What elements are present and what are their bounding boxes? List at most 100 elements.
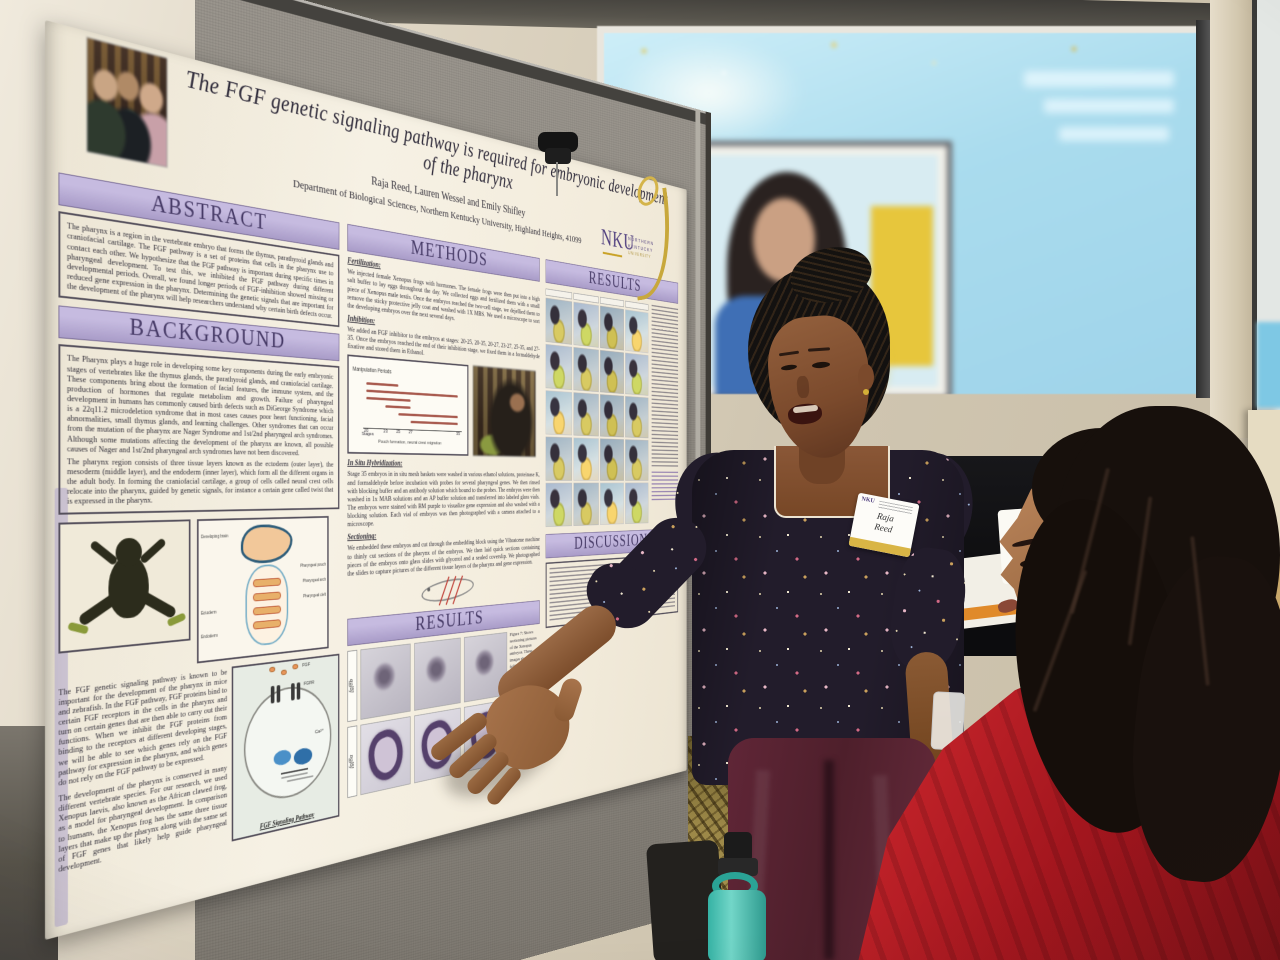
blurred-slide-text <box>1024 71 1174 87</box>
embryo-photo <box>625 309 649 354</box>
fgf-ligand-dot <box>292 663 299 670</box>
bottle-body <box>708 890 766 960</box>
anatomy-label: Ectoderm <box>200 609 217 616</box>
audience-dark-hair <box>995 406 1280 889</box>
presenter-earring <box>863 389 869 395</box>
embryo-photo-grid <box>545 297 649 528</box>
anatomy-label: Developing brain <box>200 533 229 539</box>
pathway-caption: FGF Signaling Pathway <box>259 810 315 831</box>
embryo-photo <box>545 436 572 481</box>
dna-squiggle <box>280 767 308 775</box>
embryo-photo <box>545 482 572 528</box>
embryo-photo <box>625 396 649 439</box>
embryo-photo <box>545 297 572 345</box>
insitu-text: Stage 35 embryos in in situ mesh baskets… <box>347 469 540 529</box>
fgfr-receptor <box>270 685 275 704</box>
background-fgf-block: FGF Ca²⁺ FGFR FGF Signaling Pat <box>58 653 340 874</box>
results-caption-column <box>651 304 679 523</box>
pharynx-tube-shape <box>245 563 289 647</box>
fgf-signaling-diagram: FGF Ca²⁺ FGFR FGF Signaling Pat <box>231 653 340 842</box>
row-label-fgf8a: fgf8a <box>347 725 358 799</box>
embryo-photo <box>545 390 572 436</box>
embryo-photo <box>599 350 624 395</box>
binder-clip <box>538 132 578 152</box>
embryo-photo <box>599 394 624 438</box>
embryo-photo <box>573 482 599 527</box>
embryo-photo <box>599 438 624 481</box>
presenter-nose <box>796 375 810 399</box>
lab-photo <box>472 365 536 458</box>
bottle-lid <box>718 858 758 876</box>
calcium-label: Ca²⁺ <box>314 728 324 735</box>
embryo-photo <box>573 437 599 481</box>
badge-org-logo: NKU <box>860 496 876 505</box>
team-photo <box>86 36 168 168</box>
signal-protein-blob <box>273 748 292 767</box>
embryo-photo <box>599 305 624 351</box>
wall-pillar <box>1210 0 1256 438</box>
presenter-ear <box>858 364 874 390</box>
frog-arm <box>89 539 119 566</box>
sectioning-text: We embedded these embryos and cut throug… <box>347 535 540 578</box>
clip-wire <box>556 162 558 196</box>
insitu-label: In Situ Hybridization: <box>347 459 403 469</box>
background-text-box: The Pharynx plays a huge role in develop… <box>58 344 340 515</box>
pharyngeal-arch-bar <box>252 604 281 616</box>
embryo-photo <box>599 482 624 526</box>
embryo-photo <box>545 344 572 391</box>
pants-crease <box>824 760 834 960</box>
pharyngeal-arch-bar <box>252 618 281 630</box>
chart-caption: Pouch formation, neural crest migration <box>378 439 442 447</box>
presenter-pointing-hand <box>427 672 590 817</box>
embryo-photo <box>573 347 599 393</box>
fgf-label: FGF <box>302 661 311 668</box>
section-image <box>360 643 411 721</box>
fgf-ligand-dot <box>280 669 287 675</box>
water-bottle <box>700 830 770 960</box>
pharynx-anatomy-diagram: Developing brain Pharyngeal pouch Pharyn… <box>196 515 329 664</box>
embryo-photo <box>573 301 599 348</box>
embryo-results-block <box>545 288 679 528</box>
pharyngeal-arch-bar <box>252 577 281 588</box>
methods-figures: Manipulation Periods Stages 20 23 25 27 35 P… <box>347 354 539 458</box>
results-caption-textlines <box>651 304 679 469</box>
screen-right-blue-area <box>1257 322 1280 408</box>
background-paragraph-1: The Pharynx plays a huge role in develop… <box>66 353 334 457</box>
section-image <box>360 716 411 796</box>
screen-edge <box>1196 20 1210 398</box>
manipulation-periods-chart: Manipulation Periods Stages 20 23 25 27 35 P… <box>347 354 469 457</box>
presenter-name-badge: NKU Raja Reed <box>848 492 920 558</box>
row-label-fgf8b: fgf8b <box>347 649 358 723</box>
blurred-slide-text <box>1044 99 1174 113</box>
fgfr-receptor <box>291 682 295 701</box>
developing-brain-shape <box>240 523 293 564</box>
embryo-photo <box>625 352 649 396</box>
anatomy-label: Pharyngeal pouch <box>300 561 326 568</box>
frog-arm <box>139 536 167 565</box>
fgfr-label: FGFR <box>303 679 315 687</box>
results-caption-purple-note <box>651 471 679 502</box>
xenopus-frog-photo <box>58 519 191 654</box>
embryo-section-sketch <box>415 571 483 612</box>
anatomy-label: Pharyngeal arch <box>302 576 326 583</box>
embryo-photo <box>625 482 649 525</box>
projection-screen-right <box>1252 0 1280 410</box>
fgfr-receptor <box>276 684 281 703</box>
signal-protein-blob <box>293 746 313 766</box>
embryo-photo <box>573 392 599 437</box>
fgfr-receptor <box>296 681 301 700</box>
thumb <box>551 675 585 725</box>
cell-outline: Ca²⁺ <box>243 681 332 807</box>
background-paragraph-2: The pharynx region consists of three tis… <box>66 456 334 507</box>
anatomy-label: Endoderm <box>200 632 218 639</box>
blurred-slide-text <box>1059 127 1169 141</box>
bottle-cap <box>724 832 752 862</box>
poster-column-left: ABSTRACT The pharynx is a region in the … <box>58 172 340 928</box>
pharyngeal-arch-bar <box>252 591 281 602</box>
figure-row-labels: fgf8b fgf8a <box>347 649 358 799</box>
embryo-grid-column <box>545 288 649 528</box>
background-figures: Developing brain Pharyngeal pouch Pharyn… <box>58 515 339 679</box>
binder-clip-lower <box>545 148 571 164</box>
chart-title: Manipulation Periods <box>352 366 392 376</box>
